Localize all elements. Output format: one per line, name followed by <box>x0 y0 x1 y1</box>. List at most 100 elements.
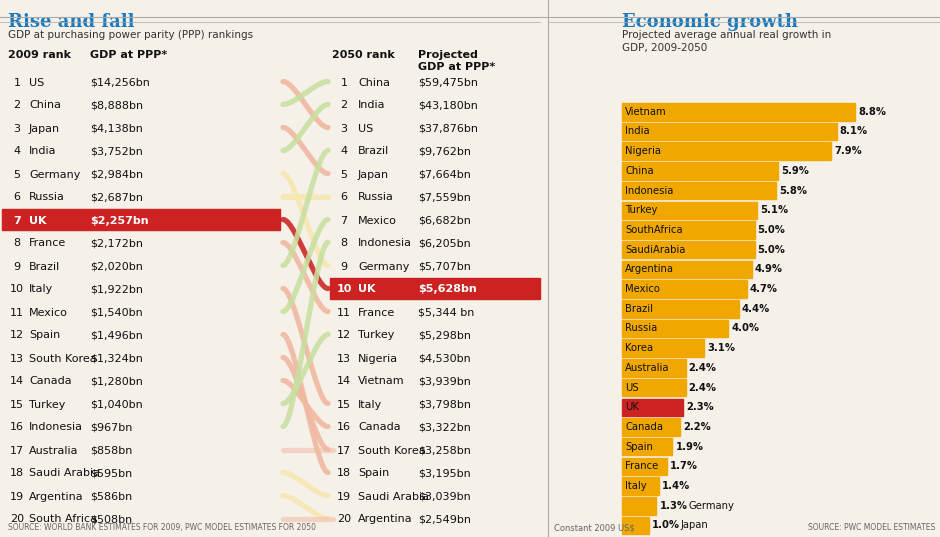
Text: 7: 7 <box>340 215 348 226</box>
Text: 17: 17 <box>337 446 351 455</box>
Text: 8.8%: 8.8% <box>858 107 886 117</box>
Bar <box>622 300 739 317</box>
Text: 1.7%: 1.7% <box>670 461 698 471</box>
Text: 10: 10 <box>10 285 24 294</box>
Text: Mexico: Mexico <box>29 308 68 317</box>
Bar <box>622 458 667 475</box>
Text: $595bn: $595bn <box>90 468 133 478</box>
Text: Italy: Italy <box>358 400 383 410</box>
Text: 1: 1 <box>340 77 348 88</box>
Text: $1,540bn: $1,540bn <box>90 308 143 317</box>
Text: India: India <box>358 100 385 111</box>
Text: Nigeria: Nigeria <box>625 146 661 156</box>
Text: 4.0%: 4.0% <box>731 323 759 333</box>
Text: GDP at purchasing power parity (PPP) rankings: GDP at purchasing power parity (PPP) ran… <box>8 30 253 40</box>
Text: 1: 1 <box>13 77 21 88</box>
Text: 4: 4 <box>340 147 348 156</box>
Text: Vietnam: Vietnam <box>358 376 404 387</box>
Text: $8,888bn: $8,888bn <box>90 100 143 111</box>
Text: Argentina: Argentina <box>358 514 413 525</box>
Text: 13: 13 <box>337 353 351 364</box>
Text: 15: 15 <box>337 400 351 410</box>
Text: $586bn: $586bn <box>90 491 133 502</box>
Text: Germany: Germany <box>358 262 410 272</box>
Text: 5.0%: 5.0% <box>758 225 786 235</box>
Text: Argentina: Argentina <box>625 264 674 274</box>
Text: Saudi Arabia: Saudi Arabia <box>29 468 100 478</box>
Text: South Korea: South Korea <box>29 353 97 364</box>
Text: US: US <box>625 382 638 393</box>
Text: $6,682bn: $6,682bn <box>418 215 471 226</box>
Text: $4,138bn: $4,138bn <box>90 124 143 134</box>
Text: US: US <box>358 124 373 134</box>
Text: Brazil: Brazil <box>358 147 389 156</box>
Text: $508bn: $508bn <box>90 514 133 525</box>
Text: Japan: Japan <box>358 170 389 179</box>
Bar <box>622 201 757 219</box>
Text: 7.9%: 7.9% <box>835 146 862 156</box>
Bar <box>622 162 778 179</box>
Text: Russia: Russia <box>29 192 65 202</box>
Text: Italy: Italy <box>625 481 647 491</box>
Text: 8: 8 <box>13 238 21 249</box>
Text: 5.0%: 5.0% <box>758 245 786 255</box>
Text: South Korea: South Korea <box>358 446 426 455</box>
Text: 3: 3 <box>13 124 21 134</box>
Text: Italy: Italy <box>29 285 54 294</box>
Bar <box>622 280 746 298</box>
Text: Vietnam: Vietnam <box>625 107 666 117</box>
Text: $3,322bn: $3,322bn <box>418 423 471 432</box>
Bar <box>622 103 855 120</box>
Text: 18: 18 <box>337 468 351 478</box>
Text: $3,258bn: $3,258bn <box>418 446 471 455</box>
Text: $5,298bn: $5,298bn <box>418 330 471 340</box>
Text: 2.3%: 2.3% <box>686 402 713 412</box>
Text: $2,984bn: $2,984bn <box>90 170 143 179</box>
Text: $59,475bn: $59,475bn <box>418 77 478 88</box>
Text: Rise and fall: Rise and fall <box>8 13 134 31</box>
Text: Brazil: Brazil <box>625 304 653 314</box>
Text: 10: 10 <box>337 285 352 294</box>
Bar <box>622 320 728 337</box>
Text: South Africa: South Africa <box>29 514 97 525</box>
Bar <box>622 418 681 436</box>
Text: 9: 9 <box>13 262 21 272</box>
Text: Economic growth: Economic growth <box>622 13 798 31</box>
Text: Canada: Canada <box>29 376 71 387</box>
Text: 19: 19 <box>10 491 24 502</box>
Text: $4,530bn: $4,530bn <box>418 353 471 364</box>
Text: 18: 18 <box>10 468 24 478</box>
Text: $1,280bn: $1,280bn <box>90 376 143 387</box>
Text: Brazil: Brazil <box>29 262 60 272</box>
Text: $3,039bn: $3,039bn <box>418 491 471 502</box>
Text: $5,707bn: $5,707bn <box>418 262 471 272</box>
Bar <box>622 142 831 160</box>
Text: France: France <box>358 308 395 317</box>
Text: 20: 20 <box>10 514 24 525</box>
Text: $5,628bn: $5,628bn <box>418 285 477 294</box>
Text: SOURCE: WORLD BANK ESTIMATES FOR 2009, PWC MODEL ESTIMATES FOR 2050: SOURCE: WORLD BANK ESTIMATES FOR 2009, P… <box>8 523 316 532</box>
Text: Spain: Spain <box>625 441 653 452</box>
Text: 8: 8 <box>340 238 348 249</box>
Text: $2,172bn: $2,172bn <box>90 238 143 249</box>
Text: Spain: Spain <box>29 330 60 340</box>
Text: 15: 15 <box>10 400 24 410</box>
Text: Japan: Japan <box>29 124 60 134</box>
Text: Canada: Canada <box>625 422 663 432</box>
Text: 3.1%: 3.1% <box>707 343 735 353</box>
Bar <box>622 122 837 140</box>
Text: 14: 14 <box>337 376 351 387</box>
Text: Turkey: Turkey <box>625 205 657 215</box>
Text: 2: 2 <box>13 100 21 111</box>
Text: US: US <box>29 77 44 88</box>
Text: 9: 9 <box>340 262 348 272</box>
Text: 3: 3 <box>340 124 348 134</box>
Text: 1.3%: 1.3% <box>660 500 687 511</box>
Text: $1,922bn: $1,922bn <box>90 285 143 294</box>
Text: Japan: Japan <box>681 520 708 531</box>
Text: Turkey: Turkey <box>29 400 66 410</box>
Text: France: France <box>625 461 658 471</box>
Text: SOURCE: PWC MODEL ESTIMATES: SOURCE: PWC MODEL ESTIMATES <box>807 523 935 532</box>
Text: Argentina: Argentina <box>29 491 84 502</box>
Text: Indonesia: Indonesia <box>625 186 673 195</box>
